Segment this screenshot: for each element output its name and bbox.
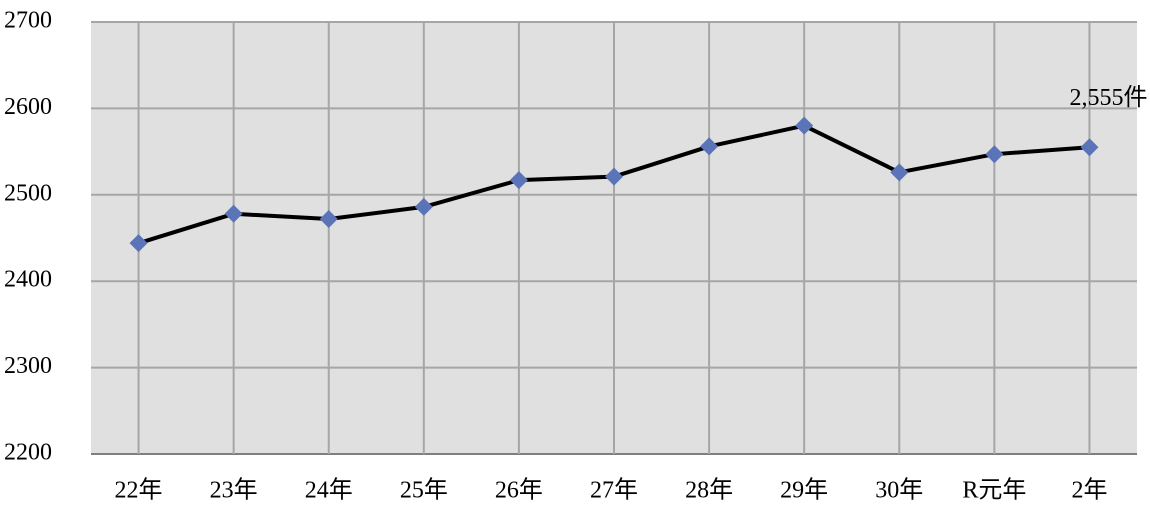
y-tick-label: 2200	[4, 440, 52, 466]
x-tick-label: 2年	[1071, 477, 1107, 504]
x-tick-label: 23年	[210, 477, 258, 504]
x-tick-label: 26年	[495, 477, 543, 504]
y-tick-label: 2400	[4, 267, 52, 293]
x-tick-label: 22年	[115, 477, 163, 504]
y-tick-label: 2700	[4, 8, 52, 34]
x-tick-label: 28年	[685, 477, 733, 504]
marker	[700, 137, 719, 156]
y-tick-label: 2600	[4, 94, 52, 120]
marker	[795, 116, 814, 135]
marker	[1080, 138, 1099, 157]
marker	[890, 163, 909, 182]
marker	[224, 204, 243, 223]
data-label: 2,555件	[1069, 84, 1147, 111]
marker	[319, 209, 338, 228]
x-tick-label: R元年	[962, 477, 1026, 504]
marker	[414, 197, 433, 216]
marker	[509, 171, 528, 190]
x-tick-label: 29年	[780, 477, 828, 504]
x-tick-label: 30年	[875, 477, 923, 504]
marker	[985, 145, 1004, 164]
x-tick-label: 25年	[400, 477, 448, 504]
x-tick-label: 27年	[590, 477, 638, 504]
marker	[129, 234, 148, 253]
marker	[605, 167, 623, 186]
x-tick-label: 24年	[305, 477, 353, 504]
y-tick-label: 2300	[4, 353, 52, 379]
y-tick-label: 2500	[4, 180, 52, 206]
